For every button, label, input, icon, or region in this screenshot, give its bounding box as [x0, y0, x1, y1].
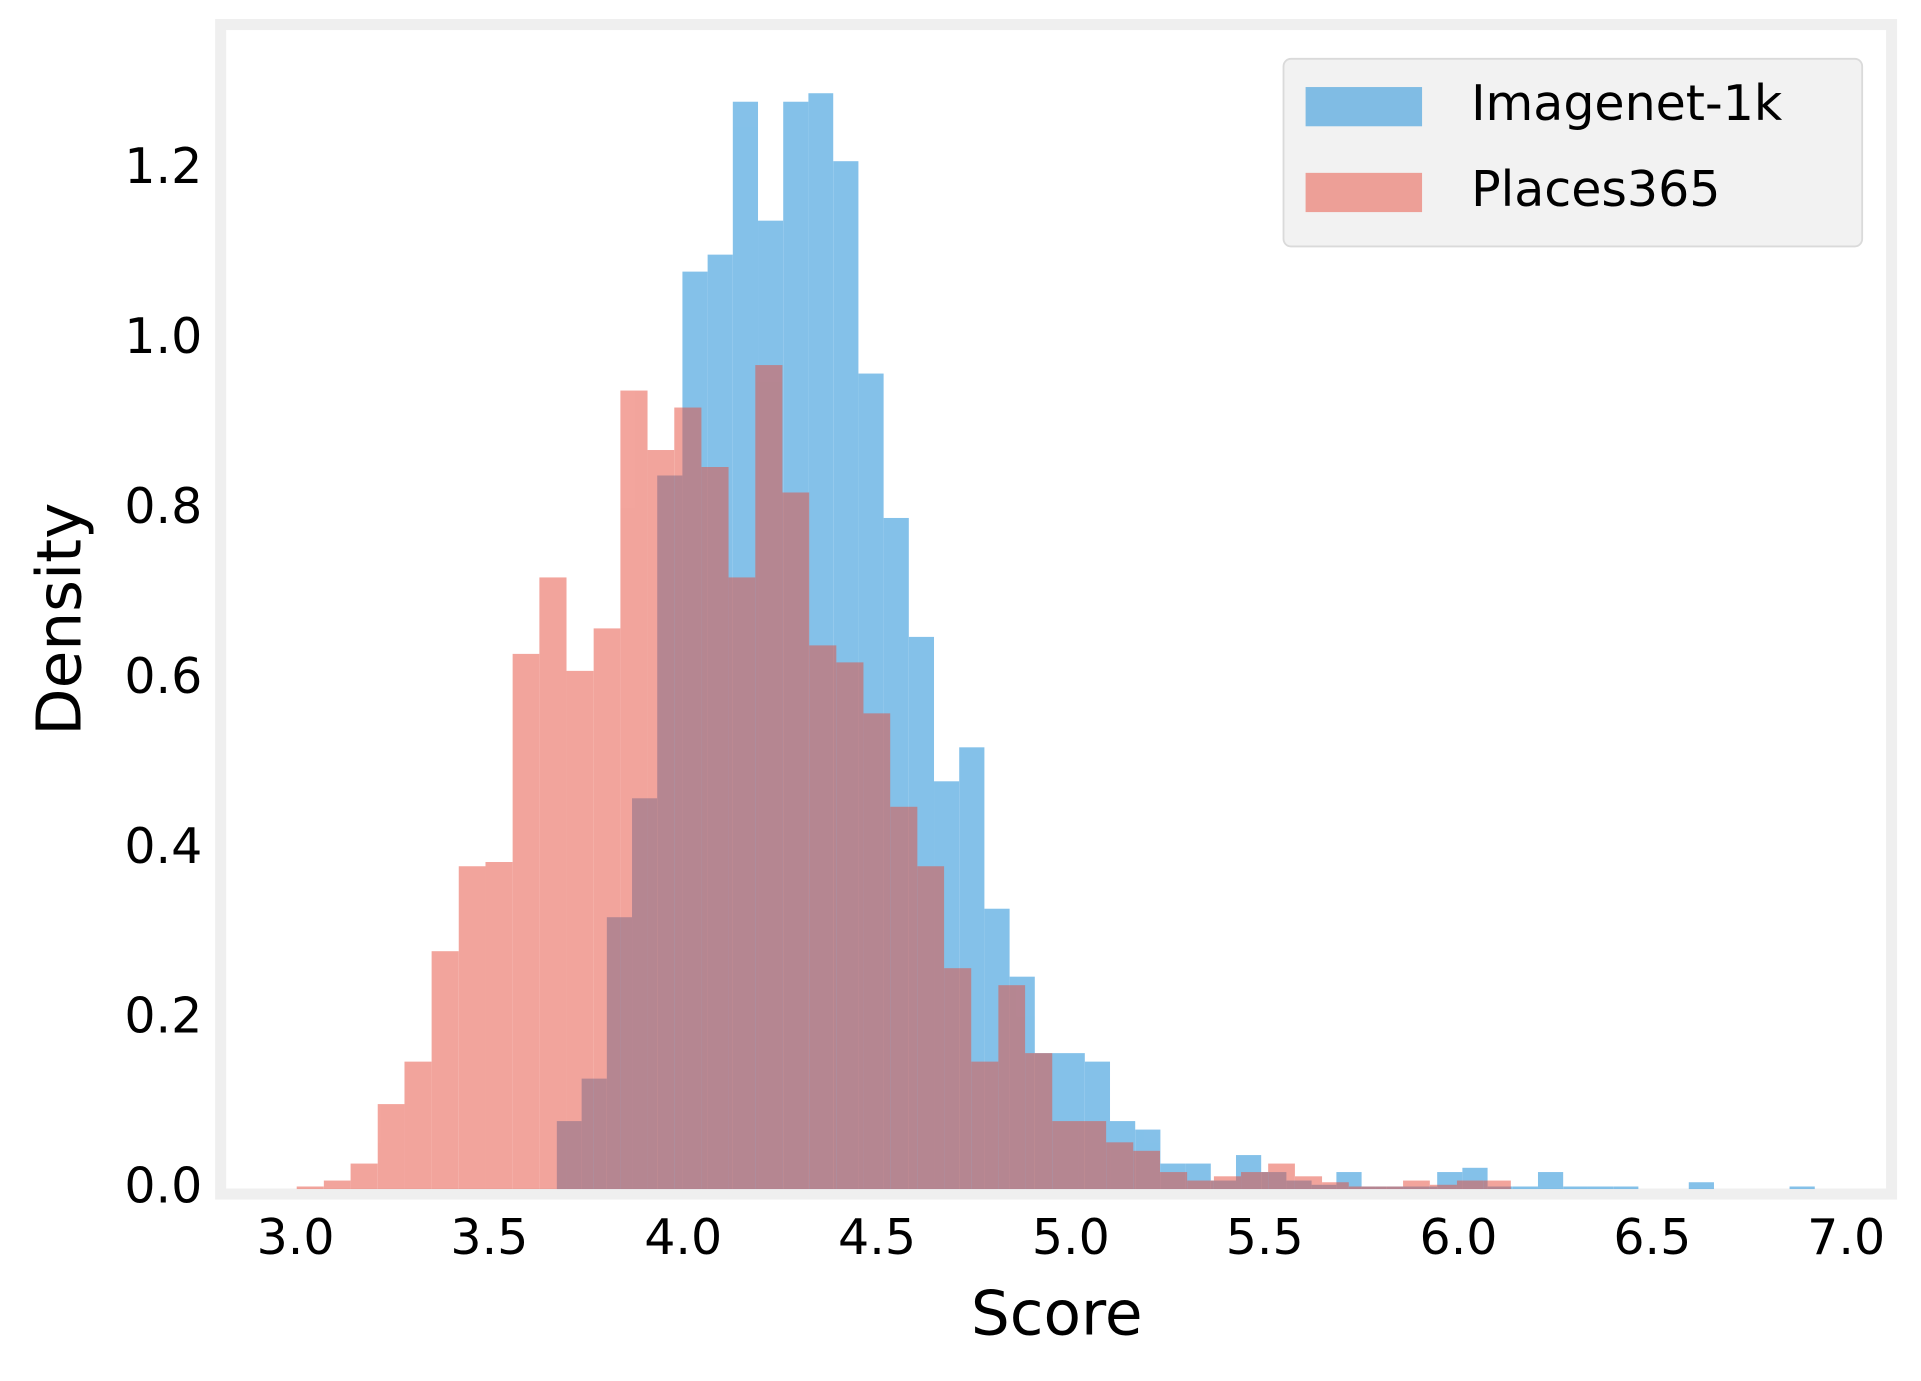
bar — [296, 1186, 324, 1190]
bar — [1563, 1186, 1588, 1190]
bar — [404, 1061, 432, 1190]
bar — [674, 407, 702, 1190]
bar — [971, 1061, 999, 1190]
bar — [890, 806, 918, 1190]
x-tick-label: 6.5 — [1613, 1208, 1691, 1266]
bar — [917, 866, 945, 1190]
bar — [1133, 1150, 1161, 1190]
bar — [1268, 1163, 1295, 1190]
bar — [1403, 1180, 1430, 1190]
bar — [1025, 1053, 1053, 1190]
y-axis-label: Density — [24, 503, 95, 736]
bar — [1187, 1180, 1214, 1190]
bar — [1160, 1172, 1188, 1190]
bar — [620, 390, 648, 1190]
bar — [728, 577, 756, 1190]
legend-box — [1282, 57, 1864, 248]
bar — [1688, 1182, 1714, 1190]
x-tick-label: 7.0 — [1807, 1208, 1885, 1266]
bar — [593, 628, 621, 1190]
legend-label: Places365 — [1471, 160, 1720, 218]
bar — [1429, 1184, 1457, 1190]
bar — [809, 645, 837, 1190]
y-tick-label: 0.8 — [124, 477, 202, 535]
bar — [1537, 1172, 1564, 1190]
bar — [1348, 1186, 1376, 1190]
bar — [1241, 1172, 1269, 1190]
bar — [1322, 1182, 1349, 1190]
bar — [1106, 1142, 1134, 1190]
y-tick-label: 1.2 — [124, 137, 202, 195]
x-tick-label: 6.0 — [1420, 1208, 1498, 1266]
legend-swatch — [1305, 87, 1423, 127]
series-bars — [296, 365, 1511, 1190]
y-tick-label: 0.6 — [124, 647, 202, 705]
bar — [431, 951, 459, 1190]
x-tick-label: 4.5 — [838, 1208, 916, 1266]
bar — [1512, 1186, 1538, 1190]
bar — [755, 365, 783, 1190]
bar — [998, 985, 1026, 1190]
y-tick-label: 0.0 — [124, 1157, 202, 1215]
x-tick-label: 3.0 — [257, 1208, 335, 1266]
bar — [1375, 1186, 1404, 1190]
bar — [1789, 1186, 1815, 1190]
legend-swatch — [1305, 172, 1423, 213]
bar — [323, 1180, 351, 1190]
bar — [1483, 1180, 1511, 1190]
bar — [836, 662, 864, 1190]
bar — [782, 492, 810, 1190]
y-tick-label: 1.0 — [124, 307, 202, 365]
bar — [1078, 1121, 1107, 1190]
bar — [701, 466, 729, 1190]
bar — [485, 861, 513, 1190]
bar — [1456, 1180, 1484, 1190]
bar — [512, 653, 540, 1190]
bar — [458, 866, 486, 1190]
x-tick-label: 5.0 — [1032, 1208, 1110, 1266]
bar — [377, 1104, 405, 1190]
legend-label: Imagenet-1k — [1471, 74, 1783, 132]
bar — [863, 713, 891, 1190]
x-tick-label: 4.0 — [644, 1208, 722, 1266]
bar — [1294, 1176, 1323, 1190]
x-tick-label: 5.5 — [1226, 1208, 1304, 1266]
bar — [944, 968, 972, 1190]
bar — [647, 450, 675, 1190]
bar — [1213, 1176, 1242, 1190]
bar — [1613, 1186, 1639, 1190]
bar — [539, 577, 567, 1190]
x-axis-label: Score — [971, 1278, 1143, 1349]
bar — [1052, 1121, 1079, 1190]
x-tick-label: 3.5 — [450, 1208, 528, 1266]
y-tick-label: 0.2 — [124, 987, 202, 1045]
bar — [566, 670, 594, 1190]
bar — [1587, 1186, 1614, 1190]
y-tick-label: 0.4 — [124, 817, 202, 875]
bar — [350, 1163, 378, 1190]
